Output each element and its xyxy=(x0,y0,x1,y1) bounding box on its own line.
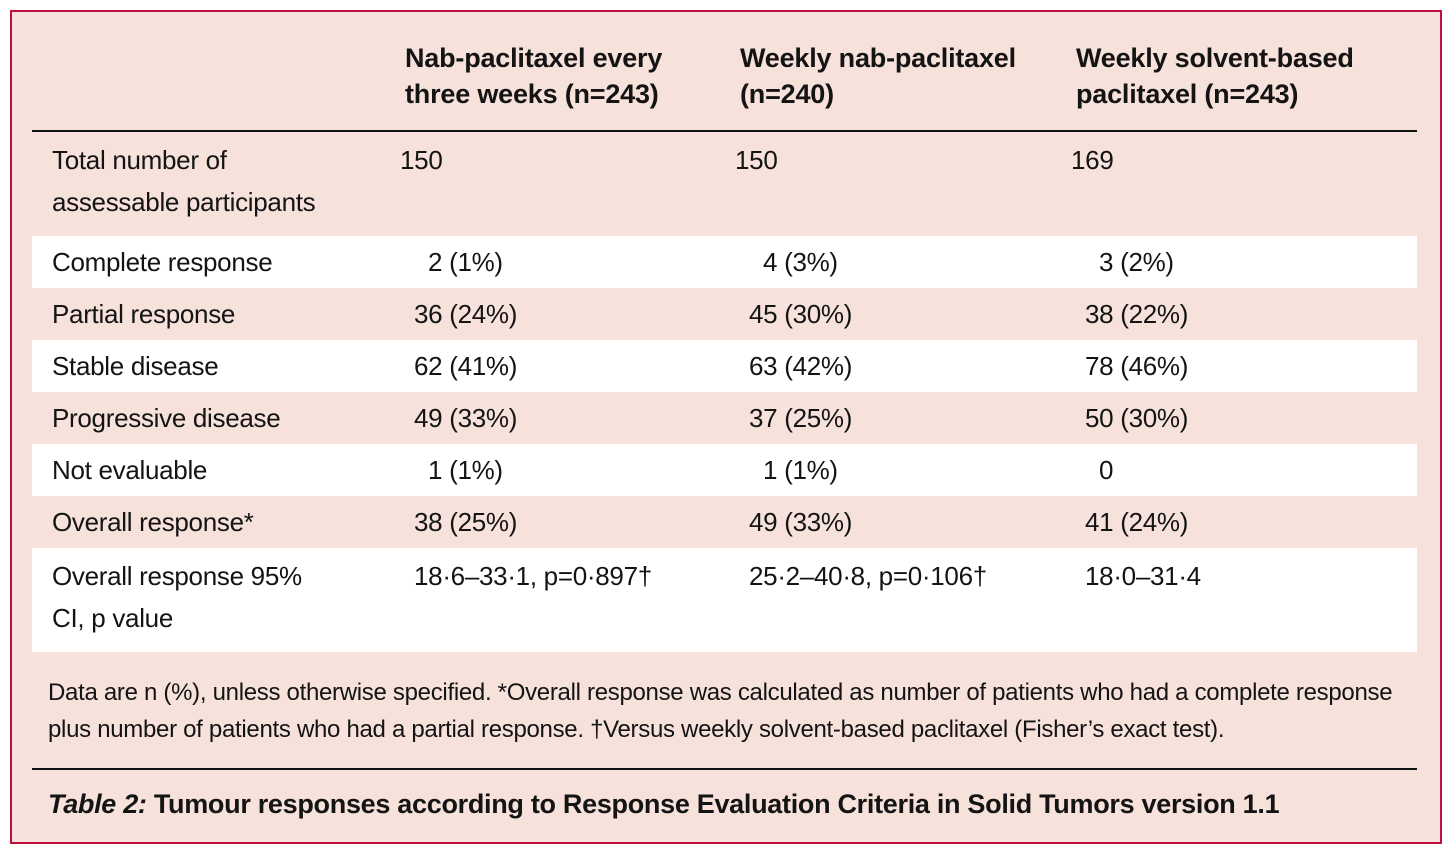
cell-value: 38 (25%) xyxy=(414,506,518,537)
row-label: Stable disease xyxy=(52,350,219,381)
caption-text xyxy=(147,789,154,819)
cell-value: 0 xyxy=(1099,454,1114,485)
cell-value: 169 xyxy=(1071,145,1114,175)
table-header-row: Nab-paclitaxel every three weeks (n=243)… xyxy=(12,12,1440,130)
cell-value: 1 (1%) xyxy=(763,454,838,485)
footnote: Data are n (%), unless otherwise specifi… xyxy=(48,679,1393,743)
cell-value: 36 (24%) xyxy=(414,298,518,329)
cell-value: 25·2–40·8, p=0·106† xyxy=(749,561,987,591)
cell-value: 37 (25%) xyxy=(749,402,853,433)
table-row: Complete response 2 (1%) 4 (3%) 3 (2%) xyxy=(32,236,1417,288)
cell-value: 4 (3%) xyxy=(763,246,838,277)
table-row: Progressive disease 49 (33%) 37 (25%) 50 (3… xyxy=(32,392,1417,444)
column-header-weekly-nab: Weekly nab-paclitaxel (n=240) xyxy=(740,43,1016,109)
column-header-empty xyxy=(52,40,405,112)
cell-value: 150 xyxy=(400,145,443,175)
cell-value: 3 (2%) xyxy=(1099,246,1174,277)
cell-value: 78 (46%) xyxy=(1085,350,1189,381)
cell-value: 41 (24%) xyxy=(1085,506,1189,537)
column-header-nab-q3w: Nab-paclitaxel every three weeks (n=243) xyxy=(405,43,663,109)
cell-value: 38 (22%) xyxy=(1085,298,1189,329)
cell-value: 18·0–31·4 xyxy=(1085,561,1201,591)
cell-value: 62 (41%) xyxy=(414,350,518,381)
table-row: Partial response 36 (24%) 45 (30%) 38 (22%) xyxy=(32,288,1417,340)
table-row: Overall response 95% CI, p value 18·6–33·… xyxy=(32,548,1417,652)
cell-value: 45 (30%) xyxy=(749,298,853,329)
table-row: Stable disease 62 (41%) 63 (42%) 78 (46%) xyxy=(32,340,1417,392)
row-label: Partial response xyxy=(52,298,236,329)
cell-value: 49 (33%) xyxy=(414,402,518,433)
cell-value: 150 xyxy=(735,145,778,175)
row-label: Overall response 95% CI, p value xyxy=(52,561,302,633)
table-caption: Table 2: Tumour responses according to R… xyxy=(12,770,1440,842)
column-header-weekly-solvent: Weekly solvent-based paclitaxel (n=243) xyxy=(1076,43,1354,109)
cell-value: 2 (1%) xyxy=(428,246,503,277)
header-rule xyxy=(32,130,1417,132)
caption-title: Tumour responses according to Response E… xyxy=(153,789,1280,819)
row-label: Complete response xyxy=(52,246,273,277)
cell-value: 18·6–33·1, p=0·897† xyxy=(414,561,652,591)
table-2-panel: Nab-paclitaxel every three weeks (n=243)… xyxy=(10,10,1442,844)
row-label: Not evaluable xyxy=(52,454,208,485)
table-row: Total number of assessable participants 1… xyxy=(32,132,1417,236)
row-label: Overall response* xyxy=(52,506,254,537)
cell-value: 50 (30%) xyxy=(1085,402,1189,433)
row-label: Progressive disease xyxy=(52,402,281,433)
caption-prefix: Table 2: xyxy=(48,789,147,819)
row-label: Total number of assessable participants xyxy=(52,145,316,217)
table-body: Total number of assessable participants 1… xyxy=(12,132,1440,652)
cell-value: 63 (42%) xyxy=(749,350,853,381)
table-row: Overall response* 38 (25%) 49 (33%) 41 (24%… xyxy=(32,496,1417,548)
cell-value: 49 (33%) xyxy=(749,506,853,537)
cell-value: 1 (1%) xyxy=(428,454,503,485)
caption-rule xyxy=(32,768,1417,770)
table-row: Not evaluable 1 (1%) 1 (1%) 0 xyxy=(32,444,1417,496)
